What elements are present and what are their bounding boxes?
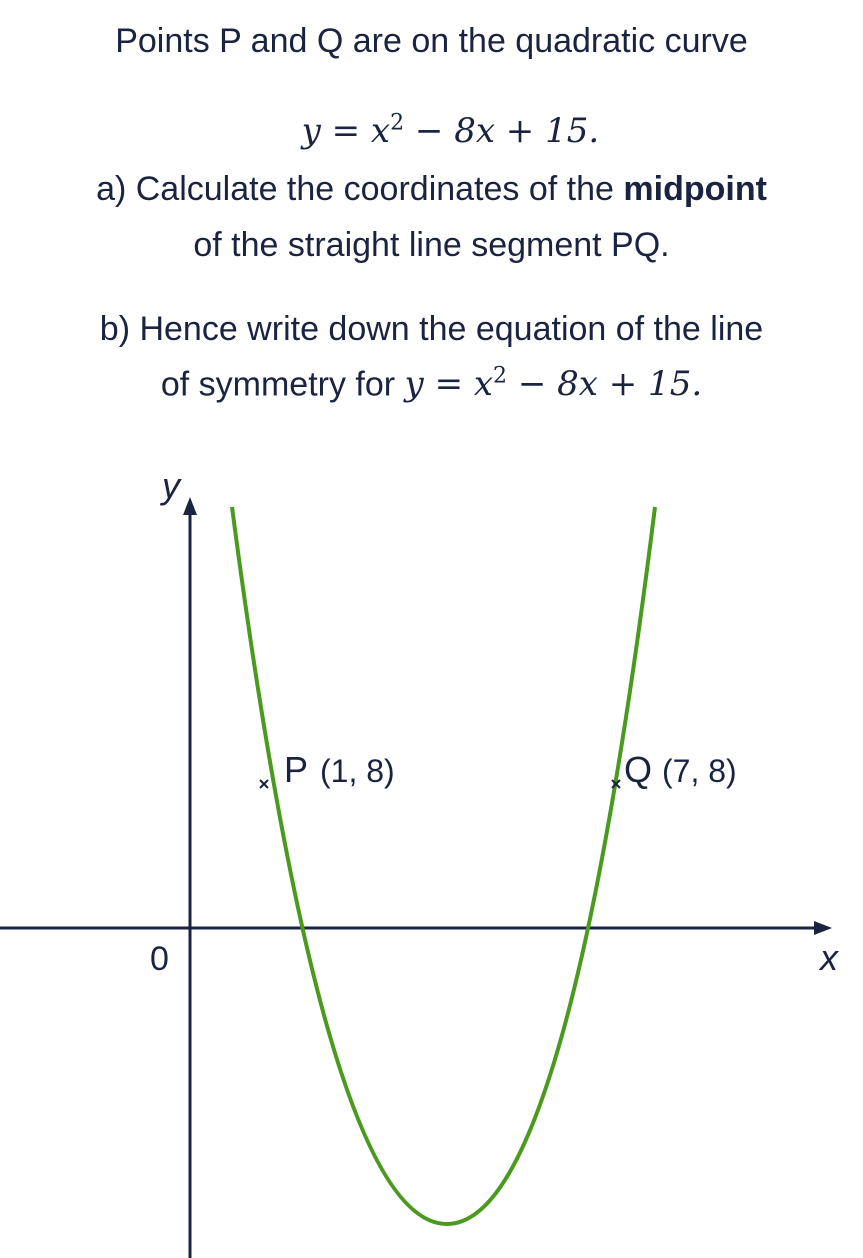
y-arrow <box>183 497 197 515</box>
equation-line: y = x2 − 8x + 15. <box>0 72 863 190</box>
part-b-line1: b) Hence write down the equation of the … <box>99 310 764 348</box>
eq-after: − 8x + 15. <box>404 111 600 152</box>
point-q-name: Q <box>624 749 652 790</box>
point-p-marker <box>259 779 269 789</box>
point-p-name: P <box>284 749 308 790</box>
eq-exponent: 2 <box>493 364 508 389</box>
part-a-line1: a) Calculate the coordinates of the midp… <box>0 170 863 209</box>
part-b-line2: of symmetry for y = x2 − 8x + 15. <box>0 364 863 404</box>
eq-exponent: 2 <box>390 111 405 136</box>
point-q-marker <box>611 779 621 789</box>
origin-label: 0 <box>150 940 169 978</box>
bold-text: midpoint <box>623 170 767 208</box>
parabola <box>230 506 657 1227</box>
x-label: x <box>818 937 840 978</box>
intro: Points P and Q are on the quadratic curv… <box>115 22 748 60</box>
point-p-coords: (1, 8) <box>320 753 395 789</box>
x-arrow <box>814 921 832 935</box>
text: of symmetry for <box>160 365 405 404</box>
text: a) Calculate the coordinates of the <box>96 170 624 208</box>
eq-before: y = x <box>404 364 494 405</box>
equation: y = x2 − 8x + 15. <box>302 111 600 151</box>
y-label: y <box>159 465 182 506</box>
point-q-coords: (7, 8) <box>662 753 737 789</box>
part-a-line2: of the straight line segment PQ. <box>193 226 670 264</box>
eq-before: y = x <box>301 111 391 152</box>
eq-after: − 8x + 15. <box>507 364 703 405</box>
equation: y = x2 − 8x + 15. <box>405 364 703 404</box>
